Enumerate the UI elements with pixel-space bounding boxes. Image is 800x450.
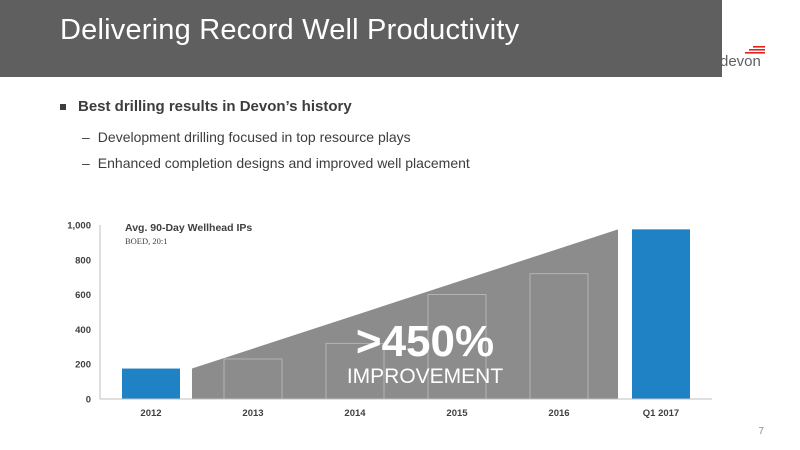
devon-logo-text: devon	[720, 53, 761, 70]
bullet-list: Best drilling results in Devon’s history…	[60, 98, 470, 171]
y-tick-label: 800	[75, 255, 91, 266]
bar-2012	[122, 368, 180, 399]
sub-bullet-text: Development drilling focused in top reso…	[97, 129, 411, 145]
sub-bullet-dash: –	[82, 129, 90, 145]
page-number: 7	[758, 426, 764, 437]
sub-bullet: – Enhanced completion designs and improv…	[82, 155, 470, 171]
sub-bullet-dash: –	[82, 155, 90, 171]
x-tick-label: 2012	[140, 408, 161, 419]
y-tick-label: 200	[75, 360, 91, 371]
slide-title: Delivering Record Well Productivity	[60, 14, 520, 46]
x-tick-label: 2016	[548, 408, 569, 419]
chart-title: Avg. 90-Day Wellhead IPs	[125, 222, 252, 234]
bullet-main: Best drilling results in Devon’s history	[60, 98, 470, 115]
y-tick-label: 1,000	[67, 221, 91, 232]
x-tick-label: Q1 2017	[643, 408, 679, 419]
sub-bullet: – Development drilling focused in top re…	[82, 129, 470, 145]
bullet-main-text: Best drilling results in Devon’s history	[78, 98, 352, 115]
bar-q1-2017	[632, 229, 690, 399]
improvement-triangle	[192, 229, 618, 399]
x-tick-label: 2013	[242, 408, 263, 419]
y-tick-label: 600	[75, 290, 91, 301]
y-tick-label: 0	[86, 395, 91, 406]
sub-bullet-text: Enhanced completion designs and improved…	[97, 155, 470, 171]
bullet-square-icon	[60, 103, 66, 110]
improvement-label: IMPROVEMENT	[347, 365, 504, 388]
x-tick-label: 2014	[344, 408, 366, 419]
title-bar: Delivering Record Well Productivity	[0, 0, 722, 77]
x-tick-label: 2015	[446, 408, 468, 419]
y-tick-label: 400	[75, 325, 91, 336]
improvement-percent-label: >450%	[356, 317, 494, 366]
devon-logo-icon	[745, 46, 765, 54]
chart-subtitle: BOED, 20:1	[125, 236, 168, 246]
